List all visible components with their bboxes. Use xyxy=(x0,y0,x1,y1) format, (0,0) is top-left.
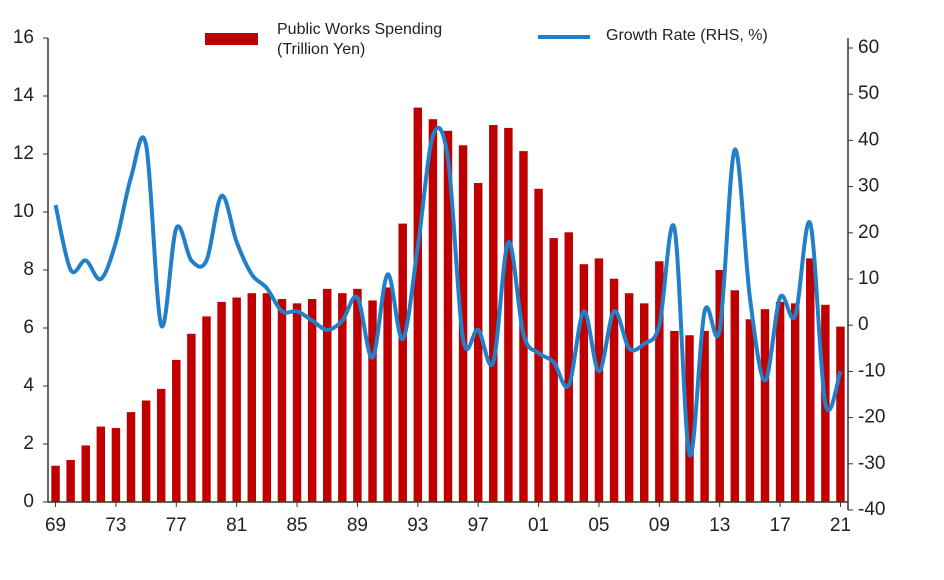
bar xyxy=(745,319,755,502)
bar xyxy=(383,287,392,502)
bar xyxy=(473,183,483,502)
y2-tick-label: 10 xyxy=(858,268,879,289)
x-tick-label: 13 xyxy=(709,515,730,536)
bar xyxy=(398,223,407,502)
bar xyxy=(141,400,151,502)
bar xyxy=(624,293,634,502)
x-tick-label: 21 xyxy=(830,515,851,536)
y2-tick-label: 40 xyxy=(858,129,879,150)
bar xyxy=(685,335,694,502)
bar xyxy=(609,278,619,502)
x-tick-label: 81 xyxy=(226,515,247,536)
bar xyxy=(51,465,60,502)
bar xyxy=(96,426,106,502)
y-tick-label: 0 xyxy=(23,491,34,512)
bar xyxy=(81,445,90,502)
y2-tick-label: -30 xyxy=(858,453,885,474)
bar xyxy=(353,288,362,502)
bar xyxy=(670,330,679,502)
bar xyxy=(368,300,377,502)
x-tick-label: 77 xyxy=(166,515,187,536)
bar xyxy=(156,388,166,502)
y2-tick-label: -10 xyxy=(858,360,885,381)
y2-tick-label: -20 xyxy=(858,407,885,428)
y2-tick-label: -40 xyxy=(858,499,885,520)
bar xyxy=(790,303,800,502)
bar xyxy=(172,359,181,502)
bar xyxy=(549,238,558,502)
bar xyxy=(232,297,241,502)
x-tick-label: 09 xyxy=(649,515,670,536)
y2-tick-label: 0 xyxy=(858,314,869,335)
bar xyxy=(836,326,845,502)
bar xyxy=(579,264,589,502)
bar xyxy=(247,293,256,502)
y-tick-label: 2 xyxy=(23,433,34,454)
bar xyxy=(307,299,317,502)
x-tick-label: 85 xyxy=(286,515,307,536)
bar xyxy=(700,330,709,502)
y-tick-label: 16 xyxy=(13,27,34,48)
bar xyxy=(428,119,438,502)
y-tick-label: 8 xyxy=(23,259,34,280)
bar xyxy=(66,459,75,502)
legend-label: Growth Rate (RHS, %) xyxy=(606,27,768,44)
bar xyxy=(217,301,226,502)
x-tick-label: 01 xyxy=(528,515,549,536)
x-tick-label: 69 xyxy=(45,515,66,536)
legend-swatch xyxy=(205,33,258,45)
bar xyxy=(489,125,498,502)
bar xyxy=(323,288,332,502)
y2-tick-label: 60 xyxy=(858,37,879,58)
line xyxy=(53,125,843,458)
bar xyxy=(775,301,785,502)
y-tick-label: 14 xyxy=(13,85,35,106)
bar xyxy=(443,130,453,503)
bar xyxy=(594,258,604,502)
y-tick-label: 4 xyxy=(23,375,34,396)
bar xyxy=(655,261,664,502)
x-tick-label: 05 xyxy=(588,515,609,536)
y2-tick-label: 20 xyxy=(858,222,879,243)
bar xyxy=(111,428,121,502)
bar xyxy=(715,270,724,502)
bar xyxy=(730,290,740,502)
x-tick-label: 17 xyxy=(770,515,791,536)
bar xyxy=(126,412,136,502)
bar xyxy=(413,107,423,502)
legend-swatch xyxy=(538,35,590,39)
bar xyxy=(760,309,770,502)
bar xyxy=(202,316,211,502)
bar xyxy=(504,127,513,503)
bar xyxy=(187,333,196,502)
x-tick-label: 73 xyxy=(105,515,126,536)
legend-label: Public Works Spending (Trillion Yen) xyxy=(277,21,443,58)
bar xyxy=(806,258,815,502)
x-tick-label: 89 xyxy=(347,515,368,536)
bar xyxy=(640,303,649,502)
bar xyxy=(277,299,287,502)
bar xyxy=(338,293,347,502)
y2-tick-label: 50 xyxy=(858,83,879,104)
y-tick-label: 12 xyxy=(13,143,34,164)
bar xyxy=(564,232,573,503)
y-tick-label: 10 xyxy=(13,201,34,222)
x-tick-label: 93 xyxy=(407,515,428,536)
y-tick-label: 6 xyxy=(23,317,34,338)
bar xyxy=(292,303,302,502)
bar xyxy=(262,293,272,502)
y2-tick-label: 30 xyxy=(858,176,879,197)
bar xyxy=(534,188,543,503)
x-tick-label: 97 xyxy=(468,515,489,536)
